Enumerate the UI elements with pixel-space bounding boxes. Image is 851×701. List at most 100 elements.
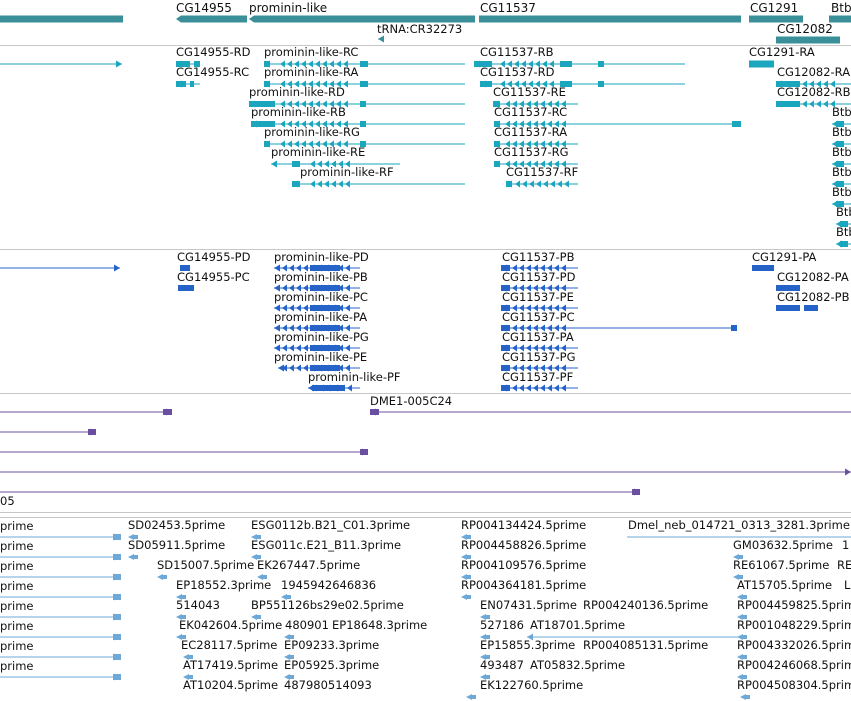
pr-cg11537-pe-chev[interactable]	[533, 304, 538, 312]
pr-prom-pe-chev[interactable]	[338, 364, 343, 372]
tx-prom-re-chev[interactable]	[324, 160, 329, 168]
pr-cg12082-pb-exon-1[interactable]	[804, 305, 818, 311]
pr-cg11537-pf-chev[interactable]	[519, 384, 524, 392]
gene-prominin-like[interactable]	[249, 15, 475, 23]
pr-prom-pf-chev[interactable]	[340, 384, 345, 392]
pr-cg11537-pc-chev[interactable]	[540, 324, 545, 332]
tx-btb-2-exon-0[interactable]	[836, 161, 844, 167]
pr-cg11537-pe-chev[interactable]	[519, 304, 524, 312]
est-left-end-3[interactable]	[113, 594, 121, 600]
pr-prom-pf-chev[interactable]	[326, 384, 331, 392]
tx-cg11537-rb-chev[interactable]	[542, 60, 547, 68]
tx-prom-ra-chev[interactable]	[315, 80, 320, 88]
est-col4-mark-6[interactable]	[480, 654, 486, 660]
tx-left-arrow[interactable]	[116, 60, 122, 68]
tx-btb-3-exon-0[interactable]	[836, 181, 844, 187]
est-left-end-7[interactable]	[113, 674, 121, 680]
est-col4-block-3[interactable]	[467, 595, 471, 599]
clone-1-end[interactable]	[163, 409, 172, 415]
tx-prom-rc-chev[interactable]	[329, 60, 334, 68]
tx-cg11537-rg-exon-0[interactable]	[494, 161, 500, 167]
tx-prom-rg-exon-1[interactable]	[360, 141, 366, 147]
tx-prom-re-chev[interactable]	[345, 160, 350, 168]
pr-prom-pa-chev[interactable]	[296, 324, 301, 332]
pr-cg12082-pb-exon-0[interactable]	[776, 305, 800, 311]
est-col2-block-2[interactable]	[163, 575, 167, 579]
pr-prom-pc-chev[interactable]	[317, 304, 322, 312]
tx-cg11537-rd-exon-2[interactable]	[598, 81, 604, 87]
est-col2-mark-2[interactable]	[157, 574, 163, 580]
est-col4-block-6[interactable]	[486, 655, 490, 659]
tx-prom-ra-exon-1[interactable]	[360, 81, 368, 87]
est-col3-mark-6[interactable]	[284, 654, 290, 660]
tx-prom-rf-chev[interactable]	[331, 180, 336, 188]
pr-prom-pc-chev[interactable]	[345, 304, 350, 312]
tx-cg11537-rc-chev[interactable]	[512, 120, 517, 128]
pr-prom-pc-chev[interactable]	[338, 304, 343, 312]
pr-prom-pe-chev[interactable]	[296, 364, 301, 372]
pr-cg11537-pe-chev[interactable]	[540, 304, 545, 312]
pr-cg11537-pb-chev[interactable]	[519, 264, 524, 272]
pr-cg11537-pd-chev[interactable]	[547, 284, 552, 292]
tx-cg11537-rf-chev[interactable]	[557, 180, 562, 188]
tx-cg11537-rd-chev[interactable]	[507, 80, 512, 88]
pr-prom-pc-chev[interactable]	[282, 304, 287, 312]
tx-cg11537-rc-chev[interactable]	[533, 120, 538, 128]
tx-prom-ra-chev[interactable]	[329, 80, 334, 88]
pr-cg11537-pb-chev[interactable]	[547, 264, 552, 272]
pr-prom-pb-chev[interactable]	[317, 284, 322, 292]
tx-prom-ra-chev[interactable]	[301, 80, 306, 88]
est-col5-block-1[interactable]	[739, 575, 743, 579]
tx-cg11537-rf-chev[interactable]	[515, 180, 520, 188]
tx-cg1291-ra-exon-0[interactable]	[749, 60, 774, 68]
tx-cg11537-re-chev[interactable]	[526, 100, 531, 108]
pr-cg11537-pc-chev[interactable]	[533, 324, 538, 332]
pr-cg11537-pc-chev[interactable]	[526, 324, 531, 332]
tx-prom-rd-chev[interactable]	[329, 100, 334, 108]
pr-prom-pd-chev[interactable]	[303, 264, 308, 272]
pr-prom-pa-chev[interactable]	[282, 324, 287, 332]
pr-cg11537-pf-chev[interactable]	[540, 384, 545, 392]
pr-prom-pg-chev[interactable]	[289, 344, 294, 352]
est-col3-block-4[interactable]	[257, 615, 261, 619]
tx-cg11537-rd-chev[interactable]	[542, 80, 547, 88]
pr-cg11537-pe-chev[interactable]	[547, 304, 552, 312]
pr-cg11537-pg-chev[interactable]	[512, 364, 517, 372]
pr-prom-pg-chev[interactable]	[296, 344, 301, 352]
tx-cg11537-ra-chev[interactable]	[519, 140, 524, 148]
tx-prom-rg-chev[interactable]	[343, 140, 348, 148]
tx-cg12082-ra-chev[interactable]	[830, 80, 835, 88]
pr-cg11537-pf-chev[interactable]	[533, 384, 538, 392]
tx-cg11537-rc-exon-1[interactable]	[732, 121, 741, 127]
pr-prom-pc-chev[interactable]	[296, 304, 301, 312]
tx-prom-rg-chev[interactable]	[287, 140, 292, 148]
tx-cg11537-rb-chev[interactable]	[507, 60, 512, 68]
est-col3-block-2[interactable]	[263, 575, 267, 579]
pr-prom-pf-chev[interactable]	[319, 384, 324, 392]
pr-prom-pd-chev[interactable]	[338, 264, 343, 272]
tx-cg11537-rf-exon-0[interactable]	[506, 181, 512, 187]
tx-prom-ra-chev[interactable]	[336, 80, 341, 88]
tx-cg12082-rb-chev[interactable]	[830, 100, 835, 108]
est-col3-mark-1[interactable]	[251, 554, 257, 560]
tx-prom-rb-chev[interactable]	[322, 120, 327, 128]
tx-cg14955-rd-exon-0[interactable]	[176, 61, 190, 67]
est-col3-mark-5[interactable]	[284, 634, 290, 640]
tx-prom-rc-chev[interactable]	[294, 60, 299, 68]
est-col4-mark-4[interactable]	[480, 614, 486, 620]
pr-cg11537-pb-chev[interactable]	[561, 264, 566, 272]
pr-cg14955-pc-exon-0[interactable]	[178, 285, 194, 291]
pr-cg11537-pa-chev[interactable]	[554, 344, 559, 352]
est-col5-mark-3[interactable]	[737, 614, 743, 620]
est-col3-block-3[interactable]	[287, 595, 291, 599]
tx-prom-rg-chev[interactable]	[315, 140, 320, 148]
tx-prom-rd-exon-0[interactable]	[249, 101, 275, 107]
tx-prom-re-chev[interactable]	[338, 160, 343, 168]
tx-prom-rg-chev[interactable]	[329, 140, 334, 148]
tx-cg11537-rb-chev[interactable]	[549, 60, 554, 68]
pr-cg11537-pe-exon-0[interactable]	[501, 305, 510, 311]
pr-cg11537-pd-chev[interactable]	[512, 284, 517, 292]
tx-prom-re-chev[interactable]	[310, 160, 315, 168]
est-col4-mark-8[interactable]	[466, 694, 472, 700]
tx-cg11537-rb-exon-0[interactable]	[474, 61, 492, 67]
